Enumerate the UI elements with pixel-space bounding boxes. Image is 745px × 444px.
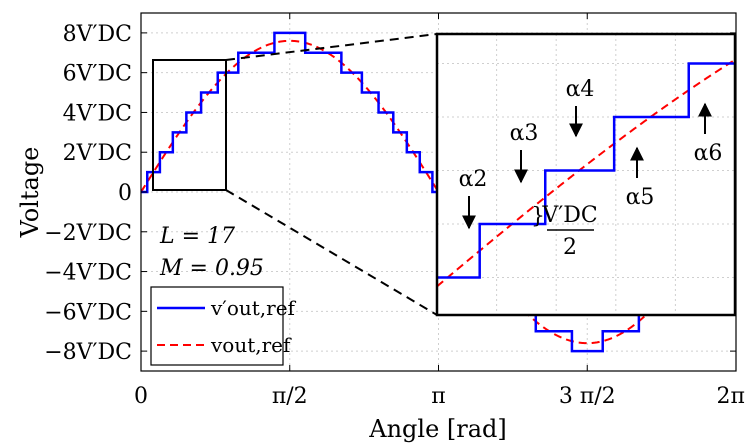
zoom-connector-top (225, 33, 438, 61)
inset-frame (435, 32, 737, 317)
y-tick-label-6: −4V′DC (44, 261, 132, 286)
inset-staircase-line (437, 62, 735, 279)
alpha5-label: α5 (626, 185, 655, 210)
alpha4-label: α4 (566, 77, 595, 102)
half-step-denominator: 2 (563, 235, 577, 260)
y-tick-label-8: −8V′DC (44, 340, 132, 365)
y-tick-labels: 8V′DC 6V′DC 4V′DC 2V′DC 0 −2V′DC −4V′DC −6V′DC −… (44, 22, 132, 365)
y-tick-label-3: 2V′DC (63, 141, 132, 166)
x-tick-label-0: 0 (134, 384, 148, 409)
legend-reference-label: vout,ref (210, 333, 292, 357)
y-tick-label-5: −2V′DC (44, 221, 132, 246)
y-tick-label-1: 6V′DC (63, 62, 132, 87)
y-tick-label-0: 8V′DC (63, 22, 132, 47)
inset-background (437, 34, 735, 315)
x-tick-label-1: π/2 (272, 384, 308, 409)
zoom-region-box (152, 59, 227, 191)
inset-reference-sine-line (437, 58, 735, 288)
x-axis-label: Angle [rad] (368, 415, 507, 443)
x-tick-label-3: 3 π/2 (559, 384, 616, 409)
half-step-numerator: V′DC (541, 203, 597, 228)
alpha-annotations: α2 α3 α4 α5 α6 (459, 77, 723, 230)
legend: v′out,ref vout,ref (150, 286, 297, 366)
half-step-brace: } (531, 204, 545, 229)
y-axis-label: Voltage (16, 147, 44, 239)
inset-grid (437, 34, 735, 315)
inset-plot (437, 58, 735, 288)
levels-annotation: L = 17 (159, 224, 235, 249)
x-tick-labels: 0 π/2 π 3 π/2 2π (134, 384, 745, 409)
y-tick-label-7: −6V′DC (44, 300, 132, 325)
alpha6-label: α6 (694, 141, 723, 166)
x-tick-label-4: 2π (717, 384, 745, 409)
legend-staircase-label: v′out,ref (210, 296, 297, 320)
zoom-connector-bottom (225, 189, 438, 316)
alpha2-label: α2 (459, 167, 488, 192)
x-tick-label-2: π (431, 384, 445, 409)
y-tick-label-4: 0 (118, 181, 132, 206)
legend-box (150, 286, 284, 366)
alpha3-label: α3 (510, 121, 539, 146)
y-tick-label-2: 4V′DC (63, 101, 132, 126)
modulation-annotation: M = 0.95 (159, 256, 264, 281)
